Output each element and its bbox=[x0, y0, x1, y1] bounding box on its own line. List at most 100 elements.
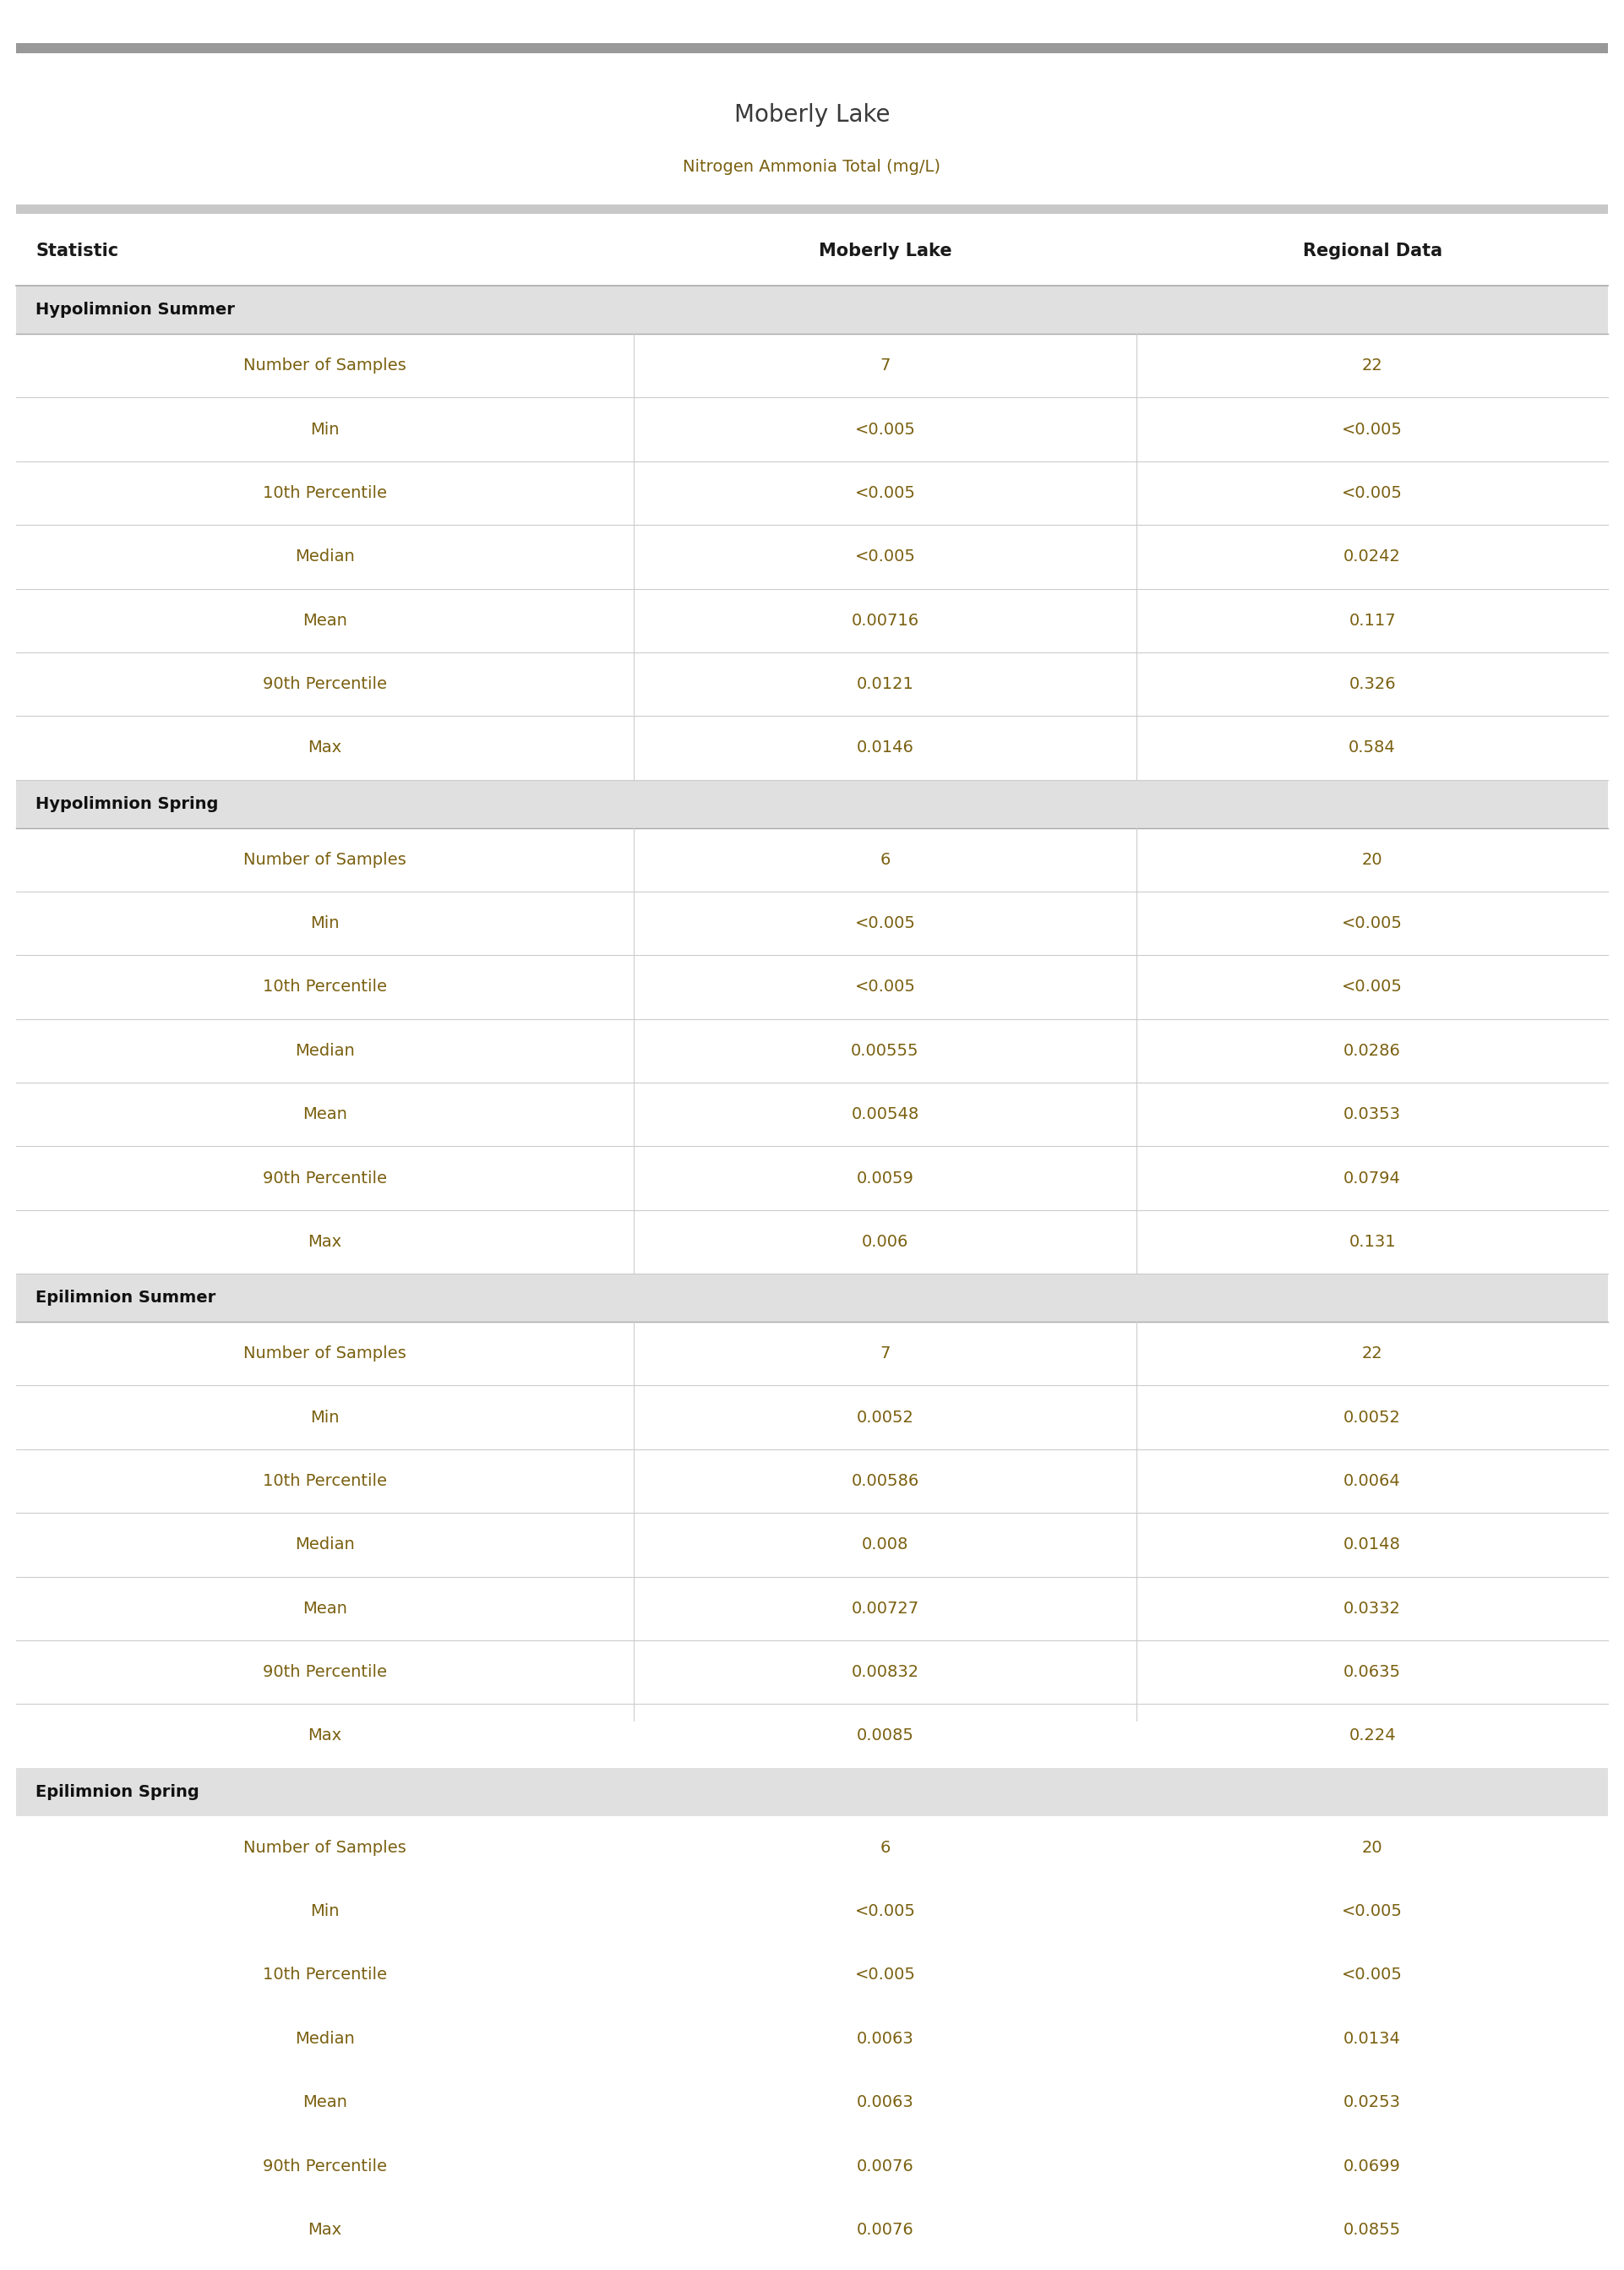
Text: 0.0699: 0.0699 bbox=[1343, 2159, 1402, 2175]
Text: 0.0063: 0.0063 bbox=[856, 2095, 914, 2111]
Bar bbox=[16, 1943, 1608, 2007]
Text: <0.005: <0.005 bbox=[854, 915, 916, 931]
Text: <0.005: <0.005 bbox=[1341, 978, 1403, 994]
Text: 0.00555: 0.00555 bbox=[851, 1042, 919, 1058]
Text: 0.584: 0.584 bbox=[1348, 740, 1397, 756]
Text: 22: 22 bbox=[1363, 1346, 1382, 1362]
Text: Hypolimnion Summer: Hypolimnion Summer bbox=[36, 302, 235, 318]
Bar bbox=[16, 204, 1608, 213]
Text: Median: Median bbox=[296, 549, 354, 565]
Text: 0.0148: 0.0148 bbox=[1343, 1537, 1402, 1553]
Text: Median: Median bbox=[296, 1537, 354, 1553]
Bar bbox=[16, 461, 1608, 524]
Text: 0.00586: 0.00586 bbox=[851, 1473, 919, 1489]
Bar bbox=[16, 829, 1608, 892]
Text: 0.0635: 0.0635 bbox=[1343, 1664, 1402, 1680]
Text: 90th Percentile: 90th Percentile bbox=[263, 1169, 387, 1187]
Text: 0.0353: 0.0353 bbox=[1343, 1105, 1402, 1121]
Bar bbox=[16, 892, 1608, 956]
Text: Regional Data: Regional Data bbox=[1302, 243, 1442, 259]
Bar bbox=[16, 1705, 1608, 1768]
Bar bbox=[16, 2134, 1608, 2197]
Text: 0.00548: 0.00548 bbox=[851, 1105, 919, 1121]
Text: <0.005: <0.005 bbox=[1341, 915, 1403, 931]
Text: 20: 20 bbox=[1363, 851, 1382, 867]
Text: <0.005: <0.005 bbox=[854, 1968, 916, 1984]
Text: Statistic: Statistic bbox=[36, 243, 119, 259]
Text: <0.005: <0.005 bbox=[1341, 1902, 1403, 1920]
Text: Moberly Lake: Moberly Lake bbox=[734, 104, 890, 127]
Bar bbox=[16, 1273, 1608, 1321]
Bar bbox=[16, 1816, 1608, 1880]
Text: 0.0059: 0.0059 bbox=[856, 1169, 914, 1187]
Text: <0.005: <0.005 bbox=[854, 978, 916, 994]
Text: <0.005: <0.005 bbox=[854, 422, 916, 438]
Bar bbox=[16, 1385, 1608, 1448]
Text: 20: 20 bbox=[1363, 1839, 1382, 1855]
Text: Max: Max bbox=[309, 1235, 341, 1251]
Bar bbox=[16, 779, 1608, 829]
Bar bbox=[16, 1083, 1608, 1146]
Text: 6: 6 bbox=[880, 1839, 890, 1855]
Bar bbox=[16, 286, 1608, 334]
Text: Min: Min bbox=[310, 422, 339, 438]
Text: Epilimnion Spring: Epilimnion Spring bbox=[36, 1784, 200, 1800]
Text: 90th Percentile: 90th Percentile bbox=[263, 2159, 387, 2175]
Bar bbox=[16, 1019, 1608, 1083]
Text: <0.005: <0.005 bbox=[854, 549, 916, 565]
Bar bbox=[16, 1578, 1608, 1641]
Text: Hypolimnion Spring: Hypolimnion Spring bbox=[36, 797, 219, 813]
Text: 0.0076: 0.0076 bbox=[856, 2159, 914, 2175]
Text: Min: Min bbox=[310, 1410, 339, 1426]
Text: Mean: Mean bbox=[302, 1600, 348, 1616]
Bar bbox=[16, 1512, 1608, 1578]
Text: <0.005: <0.005 bbox=[1341, 422, 1403, 438]
Bar bbox=[16, 524, 1608, 588]
Bar bbox=[16, 1146, 1608, 1210]
Text: 90th Percentile: 90th Percentile bbox=[263, 1664, 387, 1680]
Text: <0.005: <0.005 bbox=[1341, 1968, 1403, 1984]
Bar bbox=[16, 43, 1608, 54]
Text: Number of Samples: Number of Samples bbox=[244, 359, 406, 375]
Text: 10th Percentile: 10th Percentile bbox=[263, 1473, 387, 1489]
Text: 10th Percentile: 10th Percentile bbox=[263, 1968, 387, 1984]
Text: 0.0052: 0.0052 bbox=[856, 1410, 914, 1426]
Text: Max: Max bbox=[309, 740, 341, 756]
Bar bbox=[16, 2197, 1608, 2261]
Bar bbox=[16, 1448, 1608, 1512]
Bar bbox=[16, 588, 1608, 651]
Text: 0.326: 0.326 bbox=[1350, 676, 1395, 692]
Text: 0.0063: 0.0063 bbox=[856, 2032, 914, 2048]
Text: Mean: Mean bbox=[302, 2095, 348, 2111]
Text: 0.00727: 0.00727 bbox=[851, 1600, 919, 1616]
Text: 22: 22 bbox=[1363, 359, 1382, 375]
Text: 0.006: 0.006 bbox=[862, 1235, 908, 1251]
Bar bbox=[16, 715, 1608, 779]
Text: 6: 6 bbox=[880, 851, 890, 867]
Text: 0.117: 0.117 bbox=[1350, 613, 1395, 629]
Text: 0.0253: 0.0253 bbox=[1343, 2095, 1402, 2111]
Bar bbox=[16, 1768, 1608, 1816]
Text: Moberly Lake: Moberly Lake bbox=[818, 243, 952, 259]
Text: Median: Median bbox=[296, 2032, 354, 2048]
Text: <0.005: <0.005 bbox=[854, 486, 916, 502]
Bar bbox=[16, 2070, 1608, 2134]
Bar bbox=[16, 1641, 1608, 1705]
Text: 0.0332: 0.0332 bbox=[1343, 1600, 1402, 1616]
Text: 10th Percentile: 10th Percentile bbox=[263, 486, 387, 502]
Text: <0.005: <0.005 bbox=[854, 1902, 916, 1920]
Bar bbox=[16, 397, 1608, 461]
Text: 0.0242: 0.0242 bbox=[1343, 549, 1402, 565]
Text: 0.0052: 0.0052 bbox=[1343, 1410, 1402, 1426]
Text: Number of Samples: Number of Samples bbox=[244, 851, 406, 867]
Text: <0.005: <0.005 bbox=[1341, 486, 1403, 502]
Text: Number of Samples: Number of Samples bbox=[244, 1839, 406, 1855]
Text: 0.0146: 0.0146 bbox=[856, 740, 914, 756]
Text: 0.0855: 0.0855 bbox=[1343, 2222, 1402, 2238]
Text: 0.0286: 0.0286 bbox=[1343, 1042, 1402, 1058]
Text: 10th Percentile: 10th Percentile bbox=[263, 978, 387, 994]
Bar bbox=[16, 1880, 1608, 1943]
Text: 0.224: 0.224 bbox=[1350, 1727, 1395, 1743]
Text: Min: Min bbox=[310, 915, 339, 931]
Text: 0.00716: 0.00716 bbox=[851, 613, 919, 629]
